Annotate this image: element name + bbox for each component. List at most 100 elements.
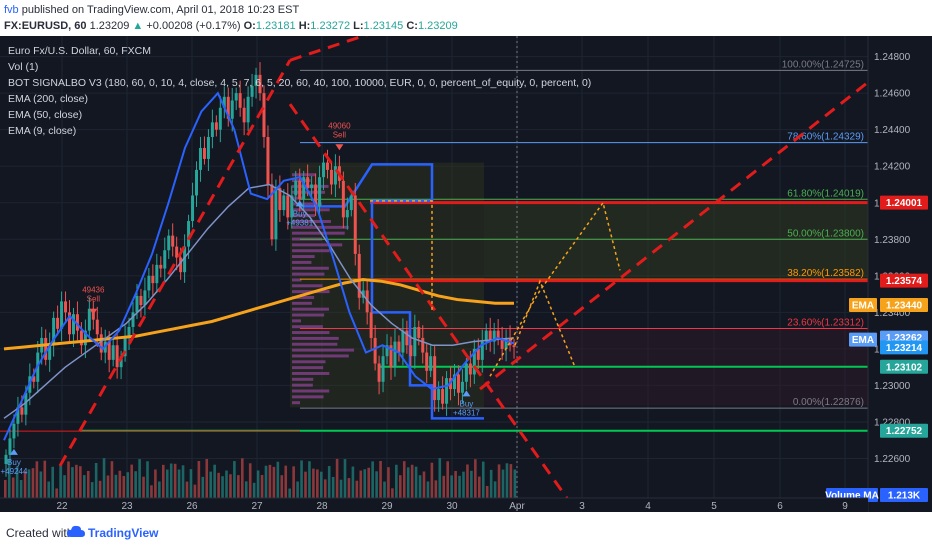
candle-body	[115, 345, 119, 368]
candle-body	[318, 177, 322, 207]
legend-ema50[interactable]: EMA (50, close)	[8, 109, 83, 121]
candle-body	[250, 85, 254, 97]
price-badge	[880, 423, 928, 438]
volume-bar	[106, 475, 110, 498]
volume-bar	[98, 480, 102, 498]
volume-bar	[233, 461, 236, 498]
volume-bar	[367, 467, 370, 498]
candle-body	[480, 341, 484, 360]
candle-body	[441, 389, 445, 404]
volume-profile-bar	[292, 336, 339, 340]
volume-bar	[189, 469, 193, 498]
time-axis-tick: 26	[186, 501, 198, 512]
candle-body	[298, 180, 302, 200]
price-chart[interactable]: 100.00%(1.24725) 78.60%(1.24329) 61.80%(1.…	[0, 22, 932, 512]
volume-profile-bar	[292, 313, 325, 317]
price-badge-label: 1.24001	[886, 198, 923, 209]
volume-bar	[47, 481, 51, 498]
volume-bar	[19, 480, 23, 498]
volume-bar	[426, 481, 430, 498]
volume-profile-bar	[292, 371, 330, 375]
projection-box	[370, 200, 433, 313]
legend-volume[interactable]: Vol (1)	[8, 61, 39, 73]
published-text: published on TradingView.com, April 01, …	[21, 4, 300, 16]
volume-bar	[51, 466, 54, 498]
candle-body	[95, 319, 99, 335]
volume-bar	[280, 475, 284, 498]
candle-body	[437, 389, 441, 401]
buy-signal-label: +48317	[453, 408, 480, 417]
volume-profile-bar	[292, 219, 331, 223]
volume-bar	[31, 468, 35, 498]
time-axis-tick: 29	[381, 501, 393, 512]
candle-body	[159, 264, 163, 269]
candle-body	[56, 317, 60, 329]
tradingview-brand[interactable]: TradingView	[88, 526, 159, 540]
volume-bar	[252, 482, 256, 498]
candle-body	[445, 378, 449, 404]
price-badge-label: 1.213K	[888, 491, 921, 502]
candle-body	[119, 356, 123, 368]
candle-body	[377, 363, 381, 382]
candle-body	[198, 147, 202, 170]
candle-body	[234, 93, 238, 101]
volume-profile-bar	[292, 255, 315, 259]
candle-body	[397, 341, 401, 353]
candle-body	[409, 345, 413, 357]
candle-body	[333, 166, 337, 185]
publisher-name[interactable]: fvb	[4, 4, 19, 16]
volume-bar	[509, 464, 513, 498]
legend-bot[interactable]: BOT SIGNALBO V3 (180, 60, 0, 10, 4, clos…	[8, 77, 592, 89]
volume-bar	[304, 471, 307, 498]
time-axis-tick: 4	[645, 501, 651, 512]
legend-ema200[interactable]: EMA (200, close)	[8, 93, 88, 105]
candle-body	[183, 246, 187, 273]
volume-bar	[138, 459, 141, 498]
ohlc-row: FX:EURUSD, 60 1.23209 ▲ +0.00208 (+0.17%…	[4, 20, 458, 32]
chart-canvas[interactable]: 100.00%(1.24725) 78.60%(1.24329) 61.80%(1.…	[0, 22, 932, 512]
open-value: 1.23181	[255, 20, 296, 32]
volume-profile-bar	[292, 266, 329, 270]
volume-bar	[466, 464, 469, 498]
candle-body	[353, 195, 357, 254]
volume-bar	[229, 474, 232, 498]
volume-bar	[75, 464, 78, 498]
volume-bar	[79, 466, 82, 498]
volume-profile-bar	[292, 354, 349, 358]
volume-bar	[110, 461, 114, 498]
volume-bar	[27, 469, 31, 498]
volume-bar	[493, 481, 497, 498]
volume-profile-bar	[292, 342, 338, 346]
candle-body	[290, 195, 294, 218]
candle-body	[274, 188, 278, 240]
volume-bar	[169, 463, 173, 498]
time-axis-tick: 28	[316, 501, 328, 512]
candle-body	[68, 312, 72, 335]
candle-body	[246, 96, 250, 123]
legend-ema9[interactable]: EMA (9, close)	[8, 125, 77, 137]
buy-signal-label: Buy	[7, 458, 21, 467]
volume-profile-bar	[292, 196, 303, 200]
volume-bar	[11, 477, 15, 498]
volume-bar	[193, 484, 197, 498]
close-value: 1.23209	[417, 20, 458, 32]
buy-signal-label: Buy	[293, 209, 307, 218]
candle-body	[52, 317, 56, 346]
volume-bar	[312, 468, 315, 498]
candle-body	[8, 438, 12, 455]
candle-body	[206, 136, 210, 159]
volume-bar	[173, 463, 177, 498]
volume-profile-bar	[292, 243, 343, 247]
volume-bar	[359, 470, 363, 498]
volume-bar	[237, 475, 240, 498]
price-axis-tick: 1.22600	[874, 454, 911, 465]
price-badge	[849, 332, 877, 347]
sell-signal-label: 49436	[82, 286, 105, 295]
time-axis-tick: Apr	[509, 501, 525, 512]
volume-bar	[59, 465, 62, 498]
candle-body	[210, 122, 214, 137]
volume-bar	[284, 465, 288, 498]
volume-bar	[438, 458, 442, 498]
price-axis-tick: 1.22800	[874, 417, 911, 428]
high-label: H:	[298, 20, 311, 32]
